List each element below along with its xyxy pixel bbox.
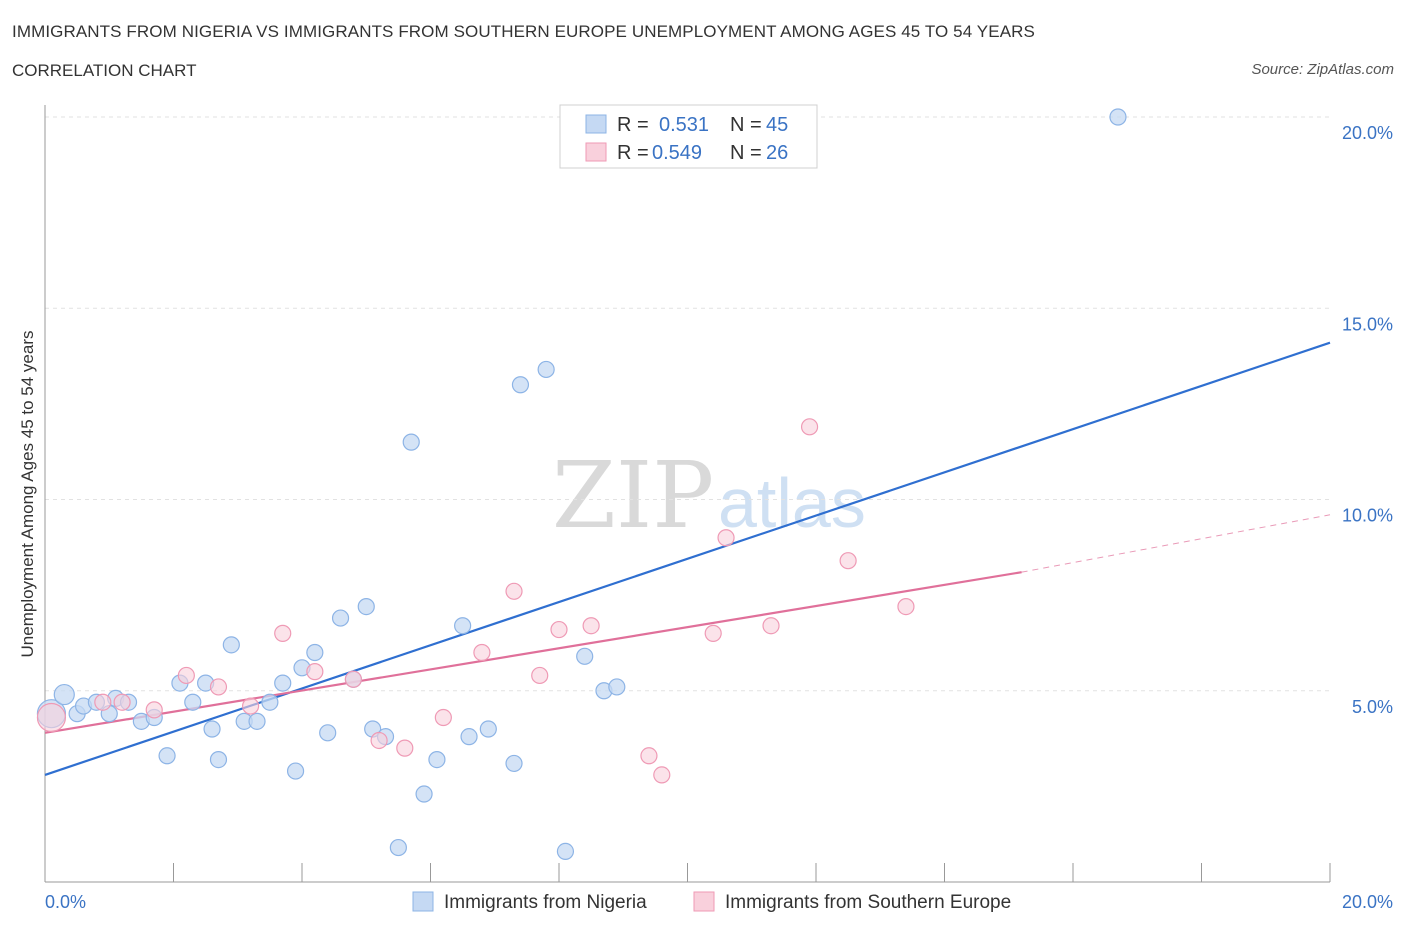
bottom-legend-nigeria-label: Immigrants from Nigeria <box>444 892 647 913</box>
point-nigeria <box>357 597 375 616</box>
y-tick-label: 20.0% <box>1342 123 1393 143</box>
legend-swatch-southern-europe <box>585 142 607 162</box>
legend-swatch-nigeria <box>585 114 607 134</box>
y-tick-label: 10.0% <box>1342 506 1393 526</box>
source-label: Source: ZipAtlas.com <box>1251 61 1394 78</box>
point-southern-europe <box>306 663 324 681</box>
x-tick-label-min: 0.0% <box>45 892 86 912</box>
point-nigeria <box>454 617 472 635</box>
point-southern-europe <box>396 739 414 757</box>
point-nigeria <box>389 838 407 857</box>
point-southern-europe <box>434 708 452 727</box>
point-southern-europe <box>897 597 915 616</box>
trend-line-southern-europe-extension <box>1021 514 1331 573</box>
legend-southern-r-label: R = <box>617 142 649 164</box>
chart-subtitle: CORRELATION CHART <box>12 61 197 80</box>
x-tick-label-max: 20.0% <box>1342 892 1393 912</box>
legend-nigeria-r-label: R = <box>617 114 649 136</box>
bottom-legend-swatch-nigeria <box>412 891 434 912</box>
chart-title: IMMIGRANTS FROM NIGERIA VS IMMIGRANTS FR… <box>12 22 1035 41</box>
point-nigeria <box>576 647 594 665</box>
point-nigeria <box>248 712 266 730</box>
y-axis-tick-labels: 5.0% 10.0% 15.0% 20.0% <box>1342 123 1393 717</box>
point-nigeria <box>261 693 279 711</box>
y-tick-label: 5.0% <box>1352 697 1393 717</box>
point-southern-europe <box>550 620 568 639</box>
point-nigeria <box>203 720 221 738</box>
point-southern-europe <box>800 418 819 436</box>
legend-nigeria-r-value: 0.531 <box>659 114 709 136</box>
legend-southern-n-label: N = <box>730 142 762 164</box>
bottom-legend: Immigrants from Nigeria Immigrants from … <box>412 891 1011 913</box>
point-nigeria <box>331 609 350 627</box>
point-nigeria <box>184 693 202 711</box>
point-southern-europe <box>839 552 857 570</box>
legend-nigeria-n-label: N = <box>730 114 762 136</box>
series-southern-europe-points <box>36 418 915 784</box>
trend-line-southern-europe <box>44 571 1022 734</box>
point-nigeria <box>505 754 523 773</box>
point-southern-europe <box>177 666 195 685</box>
point-nigeria <box>556 842 575 861</box>
point-southern-europe <box>505 582 523 600</box>
legend-southern-n-value: 26 <box>766 142 788 164</box>
point-nigeria <box>1109 108 1127 126</box>
point-nigeria <box>537 360 555 379</box>
legend-nigeria-n-value: 45 <box>766 114 788 136</box>
bottom-legend-southern-label: Immigrants from Southern Europe <box>725 892 1011 913</box>
point-nigeria <box>209 750 228 769</box>
point-southern-europe <box>582 617 600 635</box>
point-nigeria <box>415 785 433 803</box>
point-nigeria <box>479 720 497 738</box>
top-legend: R = 0.531 N = 45 R = 0.549 N = 26 <box>559 104 818 169</box>
point-southern-europe <box>370 731 388 750</box>
point-nigeria <box>460 728 478 746</box>
point-nigeria <box>274 674 292 692</box>
point-southern-europe <box>653 766 671 784</box>
point-southern-europe <box>274 624 292 642</box>
watermark-atlas: atlas <box>718 464 866 542</box>
point-nigeria <box>319 724 337 742</box>
point-nigeria <box>53 683 75 706</box>
point-nigeria <box>608 678 626 696</box>
series-nigeria-points <box>36 108 1127 861</box>
point-southern-europe <box>145 701 163 719</box>
point-nigeria <box>222 636 240 654</box>
point-nigeria <box>428 750 446 769</box>
point-southern-europe <box>762 617 780 635</box>
grid-lines <box>45 116 1330 692</box>
legend-southern-r-value: 0.549 <box>652 142 702 164</box>
point-nigeria <box>511 376 530 394</box>
point-southern-europe <box>344 670 362 688</box>
watermark-zip: ZIP <box>552 442 714 549</box>
trend-lines <box>44 341 1331 776</box>
point-nigeria <box>402 433 420 451</box>
point-southern-europe <box>473 643 491 662</box>
point-southern-europe <box>704 624 722 642</box>
y-tick-label: 15.0% <box>1342 314 1393 334</box>
point-southern-europe <box>717 529 735 547</box>
point-southern-europe <box>209 678 228 696</box>
point-southern-europe <box>94 693 112 711</box>
trend-line-nigeria <box>44 341 1331 776</box>
x-axis-ticks <box>44 863 1331 882</box>
y-axis-label: Unemployment Among Ages 45 to 54 years <box>18 331 37 658</box>
point-southern-europe <box>113 693 131 711</box>
point-southern-europe <box>531 666 549 685</box>
point-southern-europe <box>242 697 260 715</box>
point-southern-europe <box>36 702 67 733</box>
bottom-legend-swatch-southern-europe <box>693 891 715 912</box>
point-nigeria <box>286 762 305 780</box>
point-nigeria <box>158 747 176 765</box>
point-southern-europe <box>640 747 658 765</box>
point-nigeria <box>306 643 324 662</box>
